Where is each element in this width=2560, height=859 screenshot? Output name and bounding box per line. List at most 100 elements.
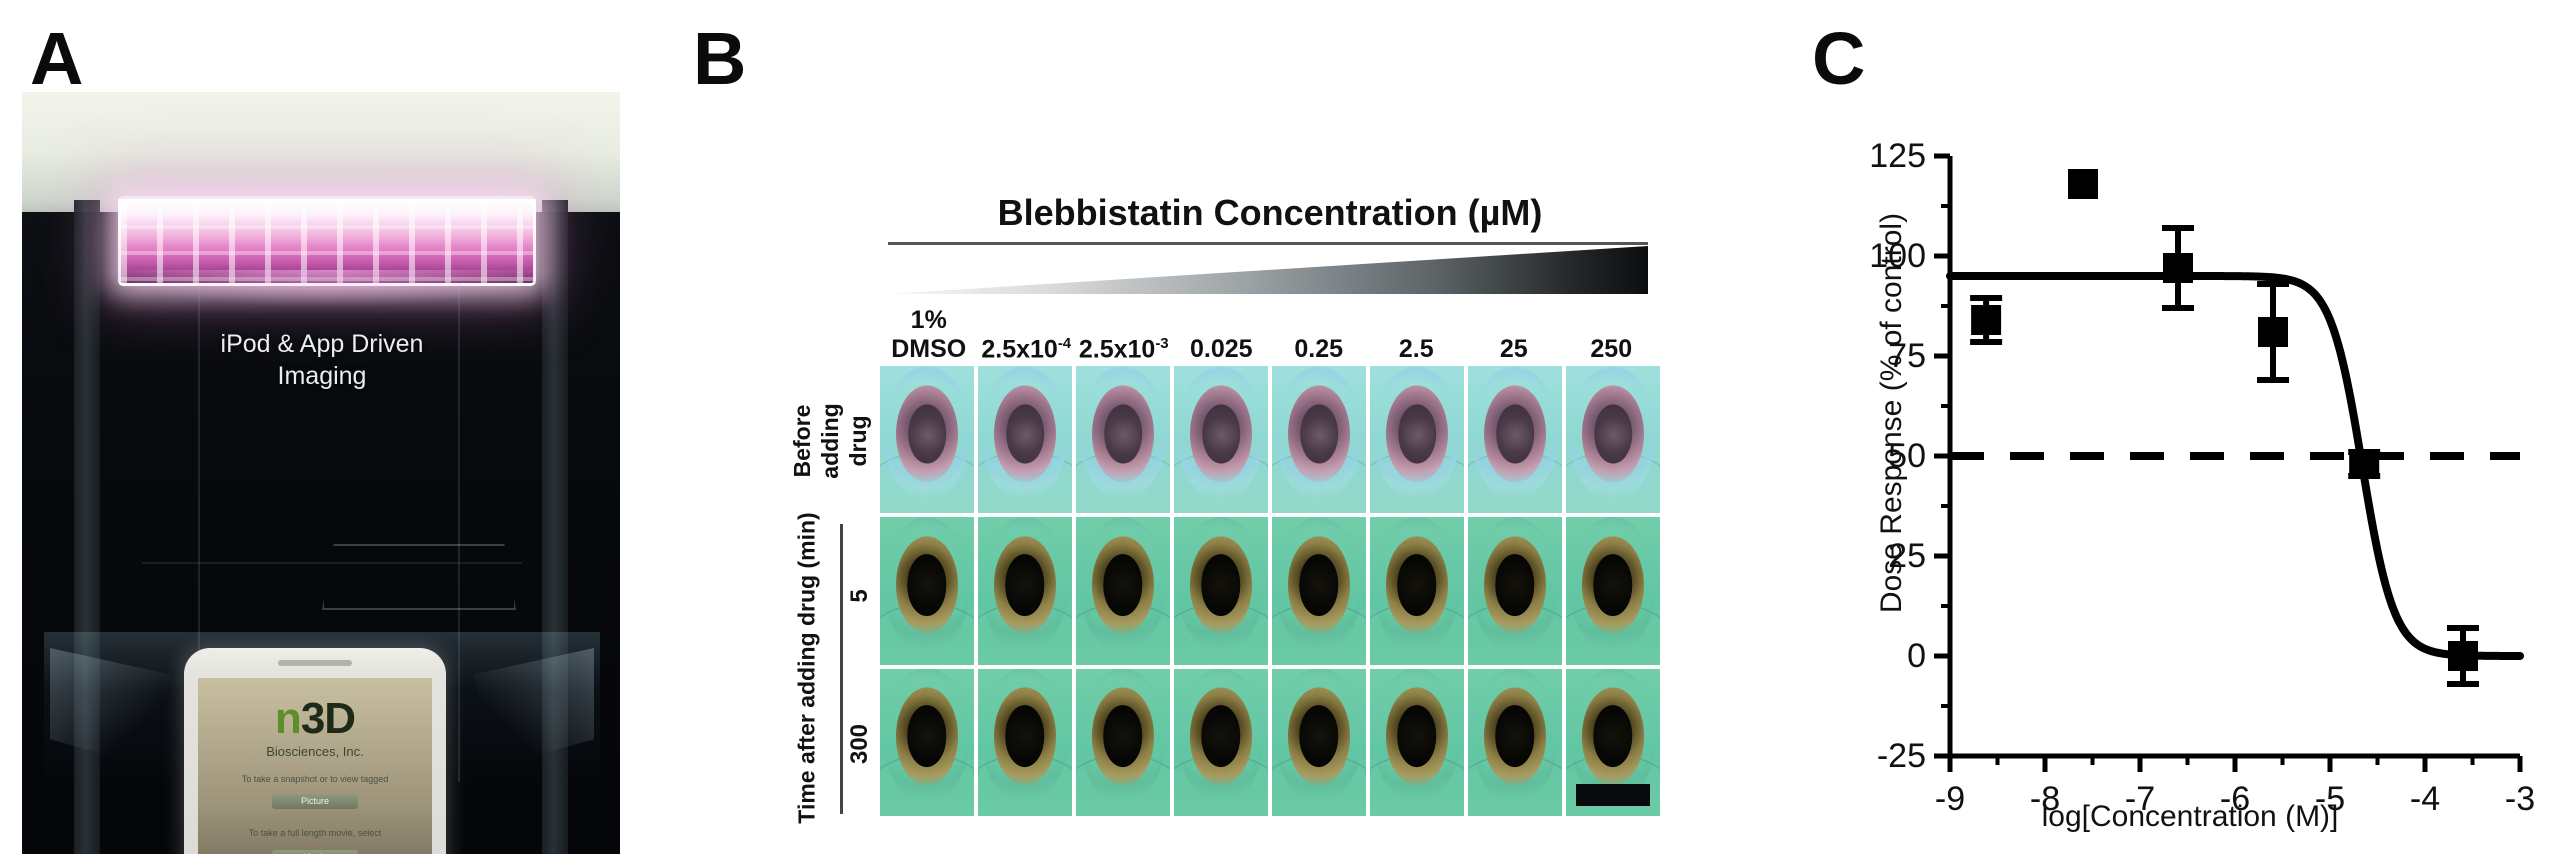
chamber-edge-horizontal [142, 562, 522, 564]
column-header-2-exp: -3 [1155, 334, 1169, 352]
app-movie-button[interactable]: Movie [272, 850, 358, 854]
panel-b-well-grid: Blebbistatin Concentration (µM) 1% DMSO … [690, 96, 1780, 856]
row-label-before-line1: Before [789, 404, 815, 478]
time-point-300: 300 [840, 672, 880, 816]
y-tick-label: 0 [1907, 637, 1926, 675]
column-header-0-top: 1% [910, 306, 947, 334]
column-header-6: 25 [1465, 292, 1563, 364]
y-tick-label: 125 [1869, 137, 1926, 175]
column-header-7-main: 250 [1590, 335, 1633, 363]
chart-x-axis-label: log[Concentration (M)] [2041, 800, 2339, 833]
column-header-2-main: 2.5x10-3 [1079, 329, 1169, 364]
well-image [978, 366, 1072, 514]
y-tick-label: 75 [1888, 337, 1926, 375]
spheroid-core [1593, 705, 1633, 768]
y-tick-label: 50 [1888, 437, 1926, 475]
ipod-device: n3D Biosciences, Inc. To take a snapshot… [184, 648, 446, 854]
app-instruction-line-3: To take a full length movie, select [248, 828, 382, 838]
spheroid-core [1495, 705, 1535, 768]
concentration-column-headers: 1% DMSO 2.5x10-4 2.5x10-3 0.025 0.25 2.5… [880, 292, 1660, 364]
row-label-before-adding-drug: Before adding drug [782, 366, 878, 516]
chamber-edge-left [198, 282, 200, 782]
well-image [1370, 366, 1464, 514]
y-tick-label: -25 [1877, 737, 1926, 775]
chamber-edge-right [458, 282, 460, 782]
spheroid-core [1202, 404, 1240, 464]
data-point-marker [2258, 317, 2288, 347]
column-header-2-base: 2.5x10 [1078, 335, 1156, 363]
concentration-gradient-wedge [888, 246, 1648, 294]
column-header-1-exp: -4 [1057, 334, 1072, 352]
scale-bar [1576, 783, 1650, 806]
n3d-logo-n: n [274, 694, 302, 743]
well-image [1370, 517, 1464, 665]
column-header-1-base: 2.5x10 [981, 335, 1058, 363]
chart-tick-labels: -25 0 25 50 75 100 125 -9 -8 -7 -6 -5 -4 -3 [1869, 137, 2535, 818]
n3d-logo-3d: 3D [300, 694, 356, 743]
column-header-0-main: DMSO [891, 335, 967, 363]
well-image [1468, 517, 1562, 665]
well-image [1566, 668, 1660, 816]
app-picture-button[interactable]: Picture [272, 794, 358, 809]
x-tick-label: -4 [2410, 780, 2440, 818]
well-image [1272, 668, 1366, 816]
spheroid-core [1201, 705, 1241, 768]
dose-response-plot: -25 0 25 50 75 100 125 -9 -8 -7 -6 -5 -4 -3 [1869, 137, 2535, 818]
well-image [1468, 366, 1562, 514]
well-image [880, 668, 974, 816]
app-instruction-line-1: To take a snapshot or to view tagged [241, 774, 389, 784]
row-label-time-line1: Time after adding [793, 632, 820, 824]
data-point-marker [2068, 169, 2098, 199]
row-label-time-text: Time after adding drug (min) [794, 512, 821, 823]
well-image [1076, 517, 1170, 665]
title-underline [888, 242, 1648, 245]
column-header-0: 1% DMSO [880, 292, 978, 364]
spheroid-core [1006, 404, 1044, 464]
acrylic-post-left [74, 200, 100, 854]
column-header-3: 0.025 [1173, 292, 1271, 364]
acrylic-post-right [542, 200, 568, 854]
well-image [1174, 366, 1268, 514]
well-image [1174, 517, 1268, 665]
data-point-marker [2163, 253, 2193, 283]
well-image [1370, 668, 1464, 816]
panel-label-a: A [30, 17, 83, 100]
y-tick-label: 100 [1869, 237, 1926, 275]
spheroid-core [1201, 554, 1241, 617]
y-tick-label: 25 [1888, 537, 1926, 575]
row-label-time-after-drug: Time after adding drug (min) [776, 512, 838, 823]
spheroid-core [907, 705, 947, 768]
column-header-5-main: 2.5 [1398, 335, 1434, 363]
well-image [1468, 668, 1562, 816]
panel-label-c: C [1812, 17, 1865, 100]
well-image [1566, 517, 1660, 665]
ipod-screen: n3D Biosciences, Inc. To take a snapshot… [198, 678, 432, 854]
spheroid-core [1103, 554, 1143, 617]
well-image [978, 517, 1072, 665]
panel-c-dose-response-chart: -25 0 25 50 75 100 125 -9 -8 -7 -6 -5 -4 -3 Dose Resp… [1800, 96, 2540, 856]
row-label-before-text: Before adding drug [788, 403, 872, 478]
n3d-logo-subtitle: Biosciences, Inc. [266, 744, 364, 759]
column-header-2: 2.5x10-3 [1075, 292, 1173, 364]
well-image [978, 668, 1072, 816]
ipod-speaker [278, 660, 352, 666]
column-header-4-main: 0.25 [1294, 335, 1344, 363]
data-points-with-error-bars [1970, 169, 2479, 687]
x-tick-label: -8 [2030, 780, 2060, 818]
spheroid-core [1397, 554, 1437, 617]
spheroid-core [1299, 554, 1339, 617]
panel-label-b: B [693, 17, 746, 100]
chart-axes [1934, 153, 2523, 772]
chamber-shelf [322, 544, 516, 610]
well-image-grid [880, 366, 1660, 816]
well-image [1272, 366, 1366, 514]
spheroid-core [1496, 404, 1534, 464]
well-image [1566, 366, 1660, 514]
spheroid-core [908, 404, 946, 464]
well-image [880, 366, 974, 514]
x-tick-label: -9 [1935, 780, 1965, 818]
x-tick-label: -5 [2315, 780, 2345, 818]
well-image [1076, 668, 1170, 816]
n3d-logo: n3D [198, 696, 432, 742]
